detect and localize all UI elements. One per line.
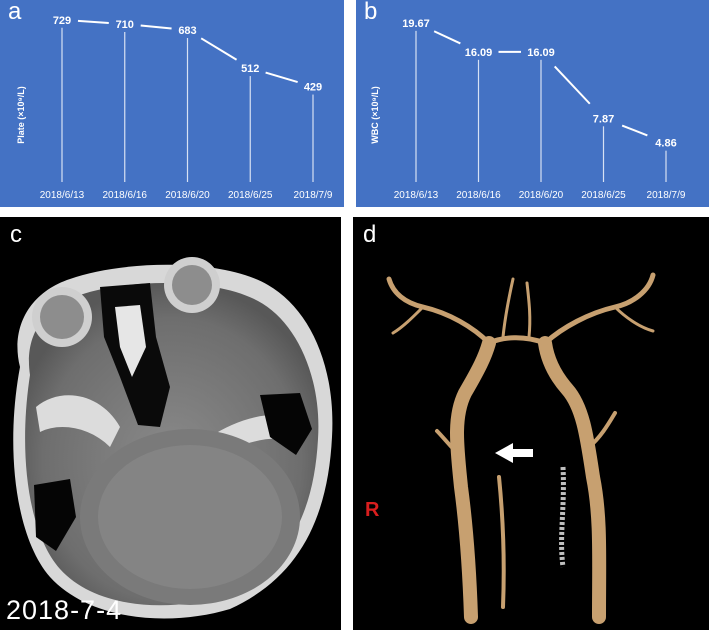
middle-cerebral-branches <box>386 276 492 346</box>
series-line-segment <box>140 24 172 30</box>
panel-letter-c: c <box>10 221 22 248</box>
ct-scan-date: 2018-7-4 <box>6 595 123 625</box>
wbc-chart: WBC (×10⁹/L) 19.67 16.09 16.09 7.87 4.86 2018/… <box>370 18 686 201</box>
series-line-segment <box>621 124 648 137</box>
mastoid-air-right <box>260 393 312 455</box>
mastoid-air-left <box>34 479 76 551</box>
series-line-segment <box>77 19 109 24</box>
x-tick-label: 2018/7/9 <box>294 190 333 201</box>
series-line-segment <box>265 71 298 83</box>
y-axis-label: Plate (×10⁹/L) <box>16 86 26 144</box>
data-label: 512 <box>241 63 259 75</box>
x-tick-label: 2018/6/13 <box>394 190 439 201</box>
panel-letter-a: a <box>8 0 22 25</box>
right-carotid-artery <box>450 336 496 624</box>
data-label: 710 <box>116 19 134 31</box>
x-tick-label: 2018/6/20 <box>519 190 564 201</box>
series-line-segment <box>200 37 238 61</box>
platelet-chart-panel: a Plate (×10⁹/L) 729 710 683 512 429 2018/6/13… <box>0 0 344 207</box>
cta-vessel-panel: d R <box>353 217 709 630</box>
series-line-segment <box>433 30 461 45</box>
x-tick-label: 2018/7/9 <box>647 190 686 201</box>
data-label: 19.67 <box>402 18 430 30</box>
y-axis-label: WBC (×10⁹/L) <box>370 86 380 144</box>
platelet-chart: Plate (×10⁹/L) 729 710 683 512 429 2018/6/13 20… <box>16 15 333 201</box>
data-label: 4.86 <box>655 138 676 150</box>
calcified-vessel <box>559 466 566 568</box>
panel-letter-d: d <box>363 221 377 248</box>
data-label: 16.09 <box>527 47 555 59</box>
left-carotid-artery <box>538 336 607 624</box>
data-label: 683 <box>178 25 196 37</box>
panel-letter-b: b <box>364 0 378 25</box>
data-label: 16.09 <box>465 47 493 59</box>
x-tick-label: 2018/6/20 <box>165 190 210 201</box>
x-tick-label: 2018/6/13 <box>40 190 85 201</box>
x-tick-label: 2018/6/25 <box>581 190 626 201</box>
x-tick-label: 2018/6/16 <box>456 190 501 201</box>
data-label: 7.87 <box>593 113 614 125</box>
x-tick-label: 2018/6/25 <box>228 190 273 201</box>
ct-scan-panel: c 2018-7-4 <box>0 217 341 630</box>
vertebral-artery <box>497 475 506 609</box>
series-line-segment <box>553 65 591 105</box>
petrous-bone-left <box>36 395 120 447</box>
data-label: 429 <box>304 82 322 94</box>
data-label: 729 <box>53 15 71 27</box>
x-tick-label: 2018/6/16 <box>103 190 148 201</box>
pointer-arrow <box>495 443 533 463</box>
right-side-marker: R <box>365 499 380 521</box>
cta-vessel-image <box>386 272 656 624</box>
ct-scan-image <box>13 257 333 619</box>
wbc-chart-panel: b WBC (×10⁹/L) 19.67 16.09 16.09 7.87 4.86 201… <box>356 0 709 207</box>
